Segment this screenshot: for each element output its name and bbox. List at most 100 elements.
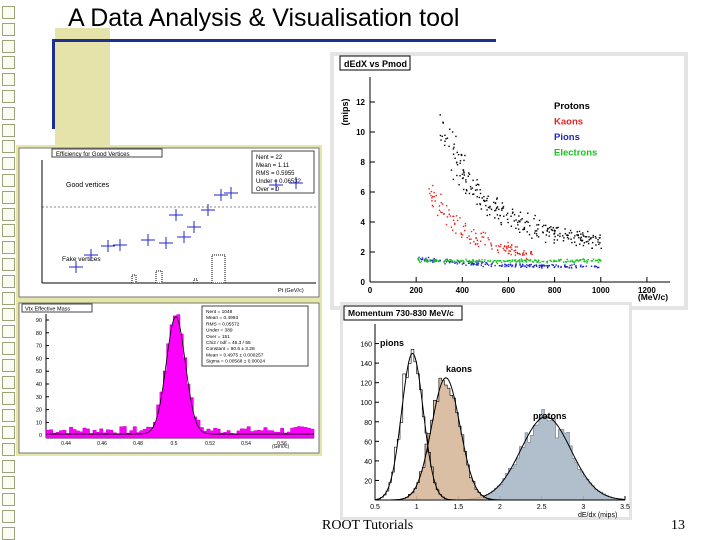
- dedx-point: [465, 264, 467, 266]
- dedx-point: [463, 229, 466, 232]
- dedx-point: [431, 197, 433, 199]
- dedx-point: [502, 205, 505, 208]
- dedx-point: [511, 212, 514, 214]
- dedx-point: [587, 258, 589, 261]
- dedx-point: [507, 260, 509, 262]
- dedx-point: [479, 203, 481, 205]
- dedx-point: [472, 264, 474, 266]
- dedx-point: [519, 263, 521, 265]
- dedx-point: [556, 227, 558, 229]
- dedx-point: [559, 235, 561, 238]
- dedx-point: [434, 200, 436, 202]
- dedx-point: [568, 232, 571, 234]
- dedx-point: [435, 194, 438, 197]
- dedx-x-tick-label: 800: [548, 286, 562, 295]
- dedx-point: [563, 237, 565, 239]
- dedx-point: [543, 265, 546, 267]
- dedx-point: [433, 259, 435, 262]
- dedx-point: [454, 222, 456, 225]
- dedx-point: [480, 264, 483, 266]
- dedx-point: [456, 161, 458, 164]
- dedx-point: [482, 265, 484, 268]
- dedx-point: [455, 232, 457, 234]
- margin-square: [2, 375, 15, 389]
- dedx-point: [462, 177, 464, 179]
- margin-square: [2, 90, 15, 103]
- dedx-point: [507, 241, 509, 244]
- dedx-point: [529, 259, 531, 262]
- dedx-point: [494, 264, 496, 267]
- dedx-point: [463, 159, 465, 162]
- dedx-point: [501, 207, 504, 209]
- dedx-point: [519, 221, 521, 223]
- dedx-point: [595, 237, 597, 239]
- dedx-point: [551, 229, 554, 232]
- momentum-hist-panel: Momentum 730-830 MeV/c 0.5 1 1.5 2 2.5 3 3.5 20…: [340, 302, 632, 520]
- momentum-x-tick-label: 3: [581, 504, 585, 511]
- dedx-point: [453, 215, 455, 218]
- mass-x-tick-label: 0.52: [205, 441, 215, 447]
- dedx-point: [465, 258, 467, 260]
- dedx-point: [567, 260, 569, 262]
- momentum-x-tick-label: 0.5: [370, 504, 380, 511]
- dedx-point: [469, 242, 472, 244]
- dedx-point: [578, 259, 581, 261]
- dedx-point: [572, 261, 575, 263]
- dedx-point: [489, 260, 491, 263]
- dedx-point: [571, 259, 574, 261]
- dedx-point: [467, 175, 469, 177]
- dedx-point: [468, 172, 470, 174]
- dedx-point: [550, 228, 553, 231]
- dedx-point: [508, 246, 510, 249]
- dedx-point: [557, 234, 559, 236]
- dedx-point: [549, 259, 552, 262]
- efficiency-title-box: [51, 148, 163, 158]
- dedx-point: [592, 234, 594, 237]
- dedx-point: [456, 174, 458, 177]
- dedx-point: [548, 235, 550, 237]
- dedx-point: [442, 122, 445, 124]
- dedx-point: [468, 238, 471, 240]
- dedx-point: [509, 262, 512, 264]
- dedx-point: [598, 261, 600, 263]
- dedx-point: [476, 263, 478, 265]
- dedx-point: [432, 259, 434, 262]
- page-number: 13: [671, 518, 685, 533]
- dedx-point: [470, 188, 472, 190]
- dedx-point: [478, 259, 480, 261]
- dedx-point: [458, 184, 460, 186]
- dedx-point: [582, 258, 585, 260]
- dedx-point: [580, 265, 582, 268]
- dedx-point: [517, 228, 520, 230]
- dedx-point: [558, 259, 560, 261]
- dedx-point: [564, 261, 567, 263]
- dedx-point: [425, 258, 427, 260]
- mass-y-ticks: 90 80 70 60 50 40 30 20 10 0: [36, 318, 49, 439]
- dedx-x-tick-label: 400: [456, 286, 470, 295]
- dedx-point: [426, 259, 429, 261]
- dedx-point: [585, 241, 588, 243]
- mass-histogram: [45, 314, 315, 439]
- dedx-point: [524, 265, 526, 268]
- dedx-point: [487, 260, 490, 262]
- dedx-point: [445, 204, 448, 207]
- dedx-point: [552, 260, 555, 263]
- dedx-point: [583, 259, 586, 261]
- dedx-point: [593, 265, 596, 268]
- dedx-point: [452, 148, 455, 150]
- momentum-histograms: [374, 348, 626, 501]
- dedx-point: [522, 265, 524, 267]
- dedx-point: [510, 246, 512, 248]
- dedx-point: [535, 230, 538, 232]
- momentum-y-tick-label: 80: [364, 420, 372, 427]
- dedx-point: [504, 263, 506, 266]
- margin-square: [2, 39, 15, 53]
- margin-square: [2, 174, 15, 187]
- dedx-x-tick-label: 0: [368, 286, 373, 295]
- mass-stats-box: [201, 305, 309, 367]
- dedx-point: [437, 260, 440, 262]
- dedx-point: [420, 260, 423, 263]
- dedx-point: [480, 260, 482, 263]
- dedx-point: [598, 258, 600, 261]
- dedx-point: [541, 260, 543, 263]
